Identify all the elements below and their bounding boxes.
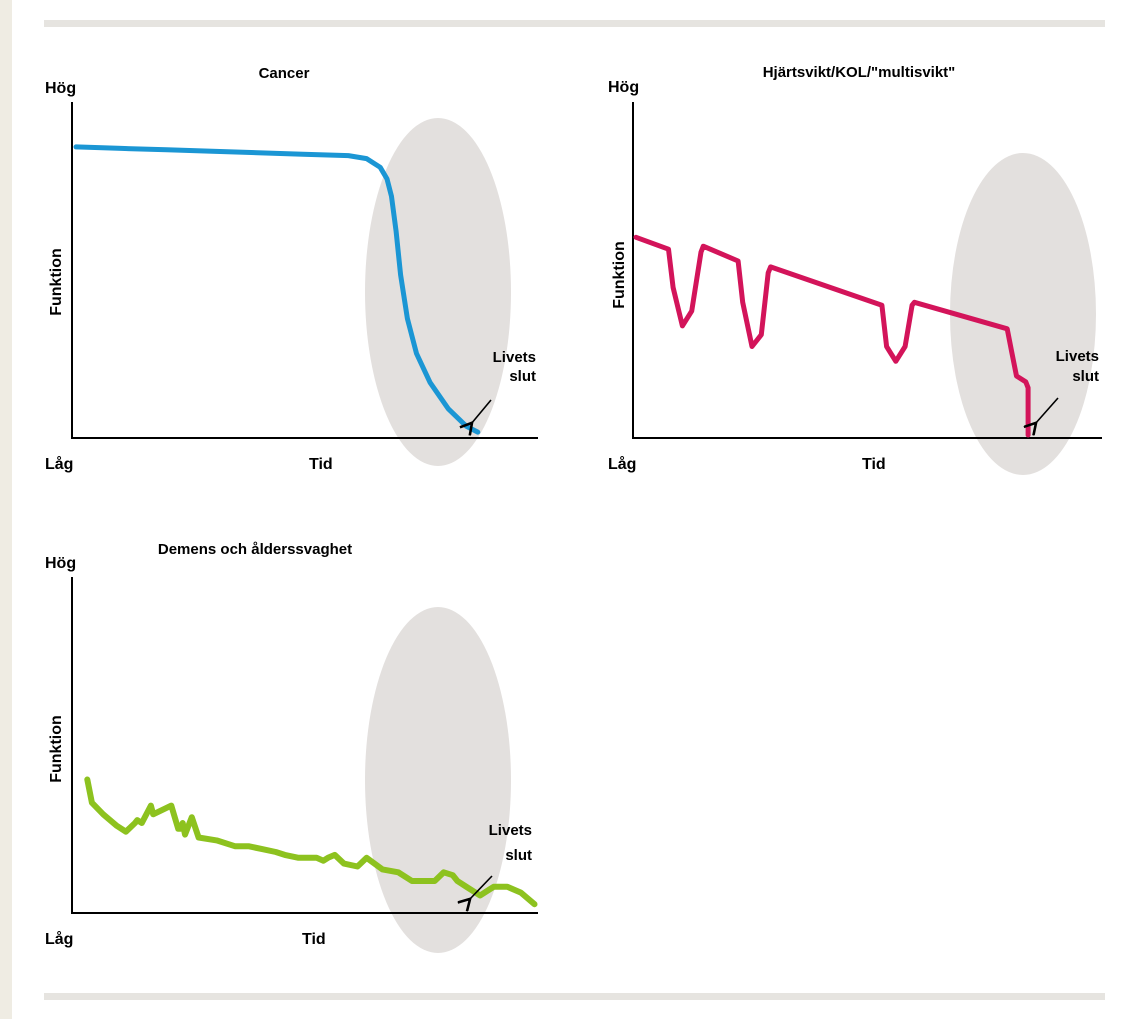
end-of-life-region <box>365 118 511 466</box>
x-axis-label: Tid <box>302 931 326 948</box>
series-line <box>73 144 481 435</box>
annotation-line-2: slut <box>505 847 532 864</box>
annotation-line-1: Livets <box>1056 348 1099 365</box>
annotation-arrow <box>471 399 492 424</box>
annotation-line-2: slut <box>1072 368 1099 385</box>
top-rule <box>44 20 1105 27</box>
annotation-arrow <box>469 875 493 900</box>
x-axis-label: Tid <box>862 456 886 473</box>
y-top-label: Hög <box>608 79 639 96</box>
annotation-line-2: slut <box>509 368 536 385</box>
series-line <box>84 776 538 908</box>
chart-cancer: Cancer Hög Låg Tid Funktion Livets slut <box>45 65 538 473</box>
series-line <box>633 234 1031 438</box>
y-bottom-label: Låg <box>608 455 636 473</box>
chart-title: Demens och ålderssvaghet <box>158 541 352 558</box>
y-bottom-label: Låg <box>45 455 73 473</box>
x-axis-label: Tid <box>309 456 333 473</box>
bottom-rule <box>44 993 1105 1000</box>
y-axis-label: Funktion <box>611 241 628 309</box>
y-top-label: Hög <box>45 555 76 572</box>
y-bottom-label: Låg <box>45 930 73 948</box>
chart-title: Cancer <box>259 65 310 82</box>
y-axis-label: Funktion <box>48 248 65 316</box>
annotation-line-1: Livets <box>489 822 532 839</box>
figure-panel <box>12 0 1121 1019</box>
chart-title: Hjärtsvikt/KOL/"multisvikt" <box>763 64 956 81</box>
chart-dementia: Demens och ålderssvaghet Hög Låg Tid Fun… <box>45 541 538 953</box>
y-top-label: Hög <box>45 80 76 97</box>
annotation-arrow <box>1035 397 1059 424</box>
y-axis-label: Funktion <box>48 715 65 783</box>
end-of-life-region <box>950 153 1096 475</box>
chart-heart-failure: Hjärtsvikt/KOL/"multisvikt" Hög Låg Tid … <box>608 64 1102 475</box>
end-of-life-region <box>365 607 511 953</box>
annotation-line-1: Livets <box>493 349 536 366</box>
